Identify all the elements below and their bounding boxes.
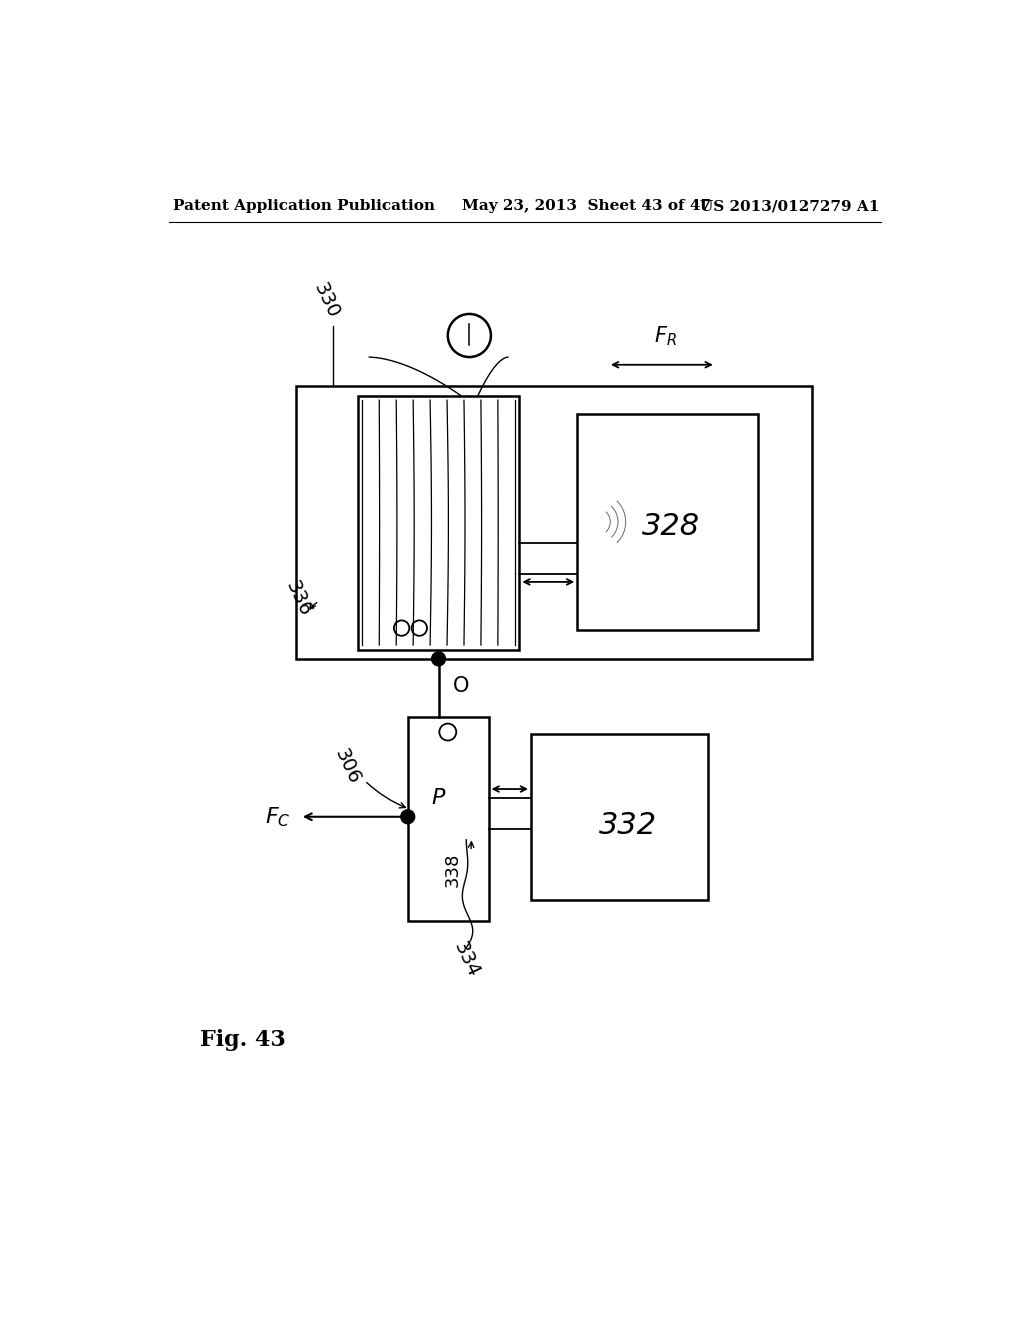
Text: 334: 334 <box>450 939 482 979</box>
Text: $\mathit{F}_{\mathit{R}}$: $\mathit{F}_{\mathit{R}}$ <box>654 325 677 348</box>
Text: Fig. 43: Fig. 43 <box>200 1030 286 1051</box>
Text: 306: 306 <box>332 746 365 788</box>
Text: 336: 336 <box>282 578 314 619</box>
Text: Patent Application Publication: Patent Application Publication <box>173 199 435 213</box>
Text: 332: 332 <box>599 810 657 840</box>
Text: P: P <box>432 788 445 808</box>
Bar <box>357 396 519 649</box>
Bar <box>408 717 488 921</box>
Bar <box>578 414 758 630</box>
Text: O: O <box>453 676 469 696</box>
Bar <box>296 385 812 659</box>
Text: $\mathit{F}_{\mathit{C}}$: $\mathit{F}_{\mathit{C}}$ <box>265 805 291 829</box>
Text: 338: 338 <box>443 853 461 887</box>
Circle shape <box>432 652 445 665</box>
Text: 330: 330 <box>309 280 343 322</box>
Bar <box>531 734 708 900</box>
Circle shape <box>400 809 415 824</box>
Text: May 23, 2013  Sheet 43 of 47: May 23, 2013 Sheet 43 of 47 <box>462 199 711 213</box>
Text: 328: 328 <box>642 512 700 541</box>
Text: US 2013/0127279 A1: US 2013/0127279 A1 <box>699 199 879 213</box>
